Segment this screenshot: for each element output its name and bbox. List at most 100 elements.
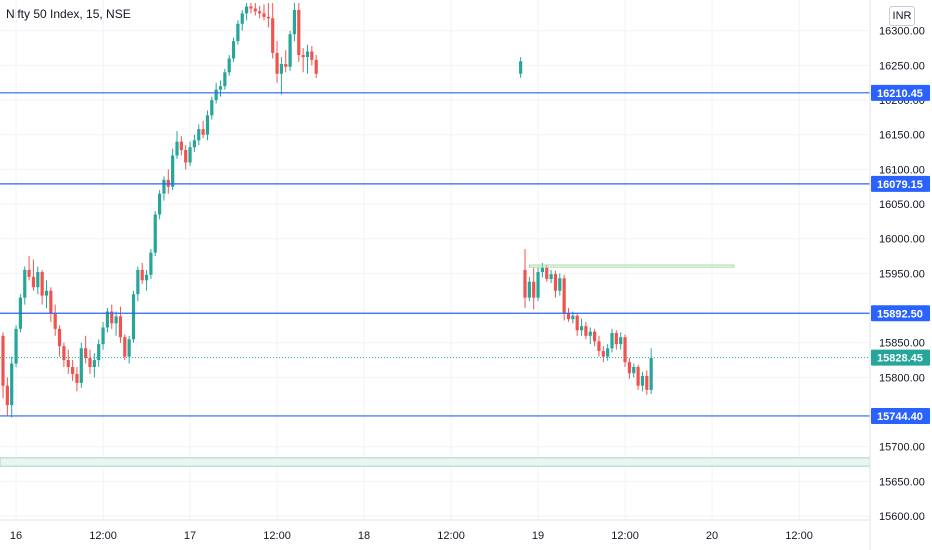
- support-zone-rect: [0, 457, 871, 467]
- price-axis[interactable]: 16300.0016250.0016200.0016150.0016100.00…: [869, 0, 930, 550]
- candle-body: [101, 327, 105, 345]
- level-badge: [871, 407, 930, 424]
- candle-body: [79, 348, 83, 383]
- candle-body: [158, 193, 162, 215]
- time-tick-label: 12:00: [89, 530, 117, 542]
- candle-body: [214, 89, 218, 101]
- horizontal-levels[interactable]: [0, 92, 870, 417]
- candle-body: [1, 335, 5, 386]
- candle-body: [97, 344, 101, 361]
- candle-body: [36, 272, 40, 288]
- price-tick-label: 15700.00: [879, 442, 925, 454]
- candle-body: [105, 311, 109, 328]
- candle-body: [192, 140, 196, 148]
- candle-body: [632, 367, 636, 374]
- candle-body: [310, 51, 314, 60]
- candle-body: [258, 11, 262, 14]
- candle-body: [140, 269, 144, 281]
- candle-body: [118, 316, 123, 338]
- price-tick-label: 16000.00: [879, 234, 925, 246]
- candle-body: [627, 362, 631, 374]
- candle-body: [27, 269, 31, 277]
- candle-body: [227, 58, 231, 73]
- grid: [0, 0, 870, 520]
- candle-body: [545, 267, 549, 279]
- candle-body: [144, 274, 149, 281]
- candle-body: [14, 328, 18, 364]
- candle-body: [640, 376, 645, 386]
- candle-body: [305, 51, 310, 58]
- time-tick-label: 12:00: [437, 530, 465, 542]
- time-tick-label: 17: [184, 530, 196, 542]
- candle-body: [84, 348, 88, 358]
- candle-body: [114, 316, 118, 324]
- candle-body: [131, 294, 136, 340]
- candle-body: [292, 9, 297, 35]
- candle-body: [649, 357, 653, 390]
- price-tick-label: 15950.00: [879, 268, 925, 280]
- candle-body: [197, 129, 201, 141]
- price-tick-label: 16300.00: [879, 26, 925, 38]
- candle-body: [549, 274, 553, 279]
- candle-body: [10, 363, 14, 406]
- candle-body: [162, 179, 166, 194]
- price-tick-label: 16100.00: [879, 164, 925, 176]
- candle-body: [75, 373, 79, 383]
- candle-body: [5, 385, 9, 406]
- candle-body: [223, 72, 227, 87]
- candle-body: [284, 64, 288, 67]
- candle-body: [57, 328, 62, 347]
- candle-body: [636, 367, 640, 386]
- candle-body: [62, 346, 66, 361]
- candle-body: [123, 337, 127, 357]
- candle-body: [584, 326, 588, 336]
- candle-body: [523, 269, 527, 298]
- candle-body: [205, 115, 210, 135]
- candle-body: [562, 278, 566, 314]
- candle-body: [210, 100, 214, 116]
- price-tick-label: 15600.00: [879, 511, 925, 523]
- candle-body: [610, 333, 614, 349]
- candle-body: [49, 290, 53, 314]
- candle-body: [40, 272, 44, 296]
- candle-body: [110, 311, 114, 324]
- candle-body: [253, 8, 257, 12]
- candle-body: [540, 267, 544, 273]
- candle-body: [153, 214, 157, 253]
- candle-body: [593, 331, 597, 342]
- candle-body: [266, 16, 270, 19]
- chart-title: Nifty 50 Index, 15, NSE: [6, 7, 131, 21]
- candle-body: [301, 55, 305, 58]
- candle-body: [44, 290, 49, 296]
- price-tick-label: 16250.00: [879, 60, 925, 72]
- time-tick-label: 20: [706, 530, 718, 542]
- candle-body: [527, 281, 531, 298]
- candle-body: [136, 269, 140, 295]
- candle-body: [553, 274, 558, 291]
- candle-body: [297, 9, 301, 55]
- price-tick-label: 15650.00: [879, 476, 925, 488]
- candle-body: [566, 313, 571, 320]
- level-label: 16210.45: [877, 88, 923, 100]
- candle-body: [201, 129, 205, 135]
- candle-body: [579, 326, 584, 331]
- currency-button[interactable]: INR: [889, 6, 915, 26]
- candle-body: [601, 351, 605, 357]
- candle-body: [288, 34, 292, 67]
- candle-body: [275, 52, 279, 74]
- candle-body: [597, 341, 601, 352]
- price-tick-label: 16050.00: [879, 199, 925, 211]
- time-tick-label: 12:00: [785, 530, 813, 542]
- candle-body: [184, 149, 188, 163]
- candle-body: [271, 18, 275, 53]
- level-badge: [871, 305, 930, 322]
- candle-body: [53, 313, 57, 329]
- support-zone: [0, 457, 871, 467]
- candle-body: [179, 141, 183, 150]
- candle-body: [614, 333, 618, 345]
- candle-body: [240, 13, 244, 24]
- time-axis[interactable]: 16 12:00 17 12:00 18 12:00 19 12:00 20 12:00: [0, 519, 870, 542]
- range-box: [528, 264, 735, 268]
- last-price-label: 15828.45: [877, 353, 923, 365]
